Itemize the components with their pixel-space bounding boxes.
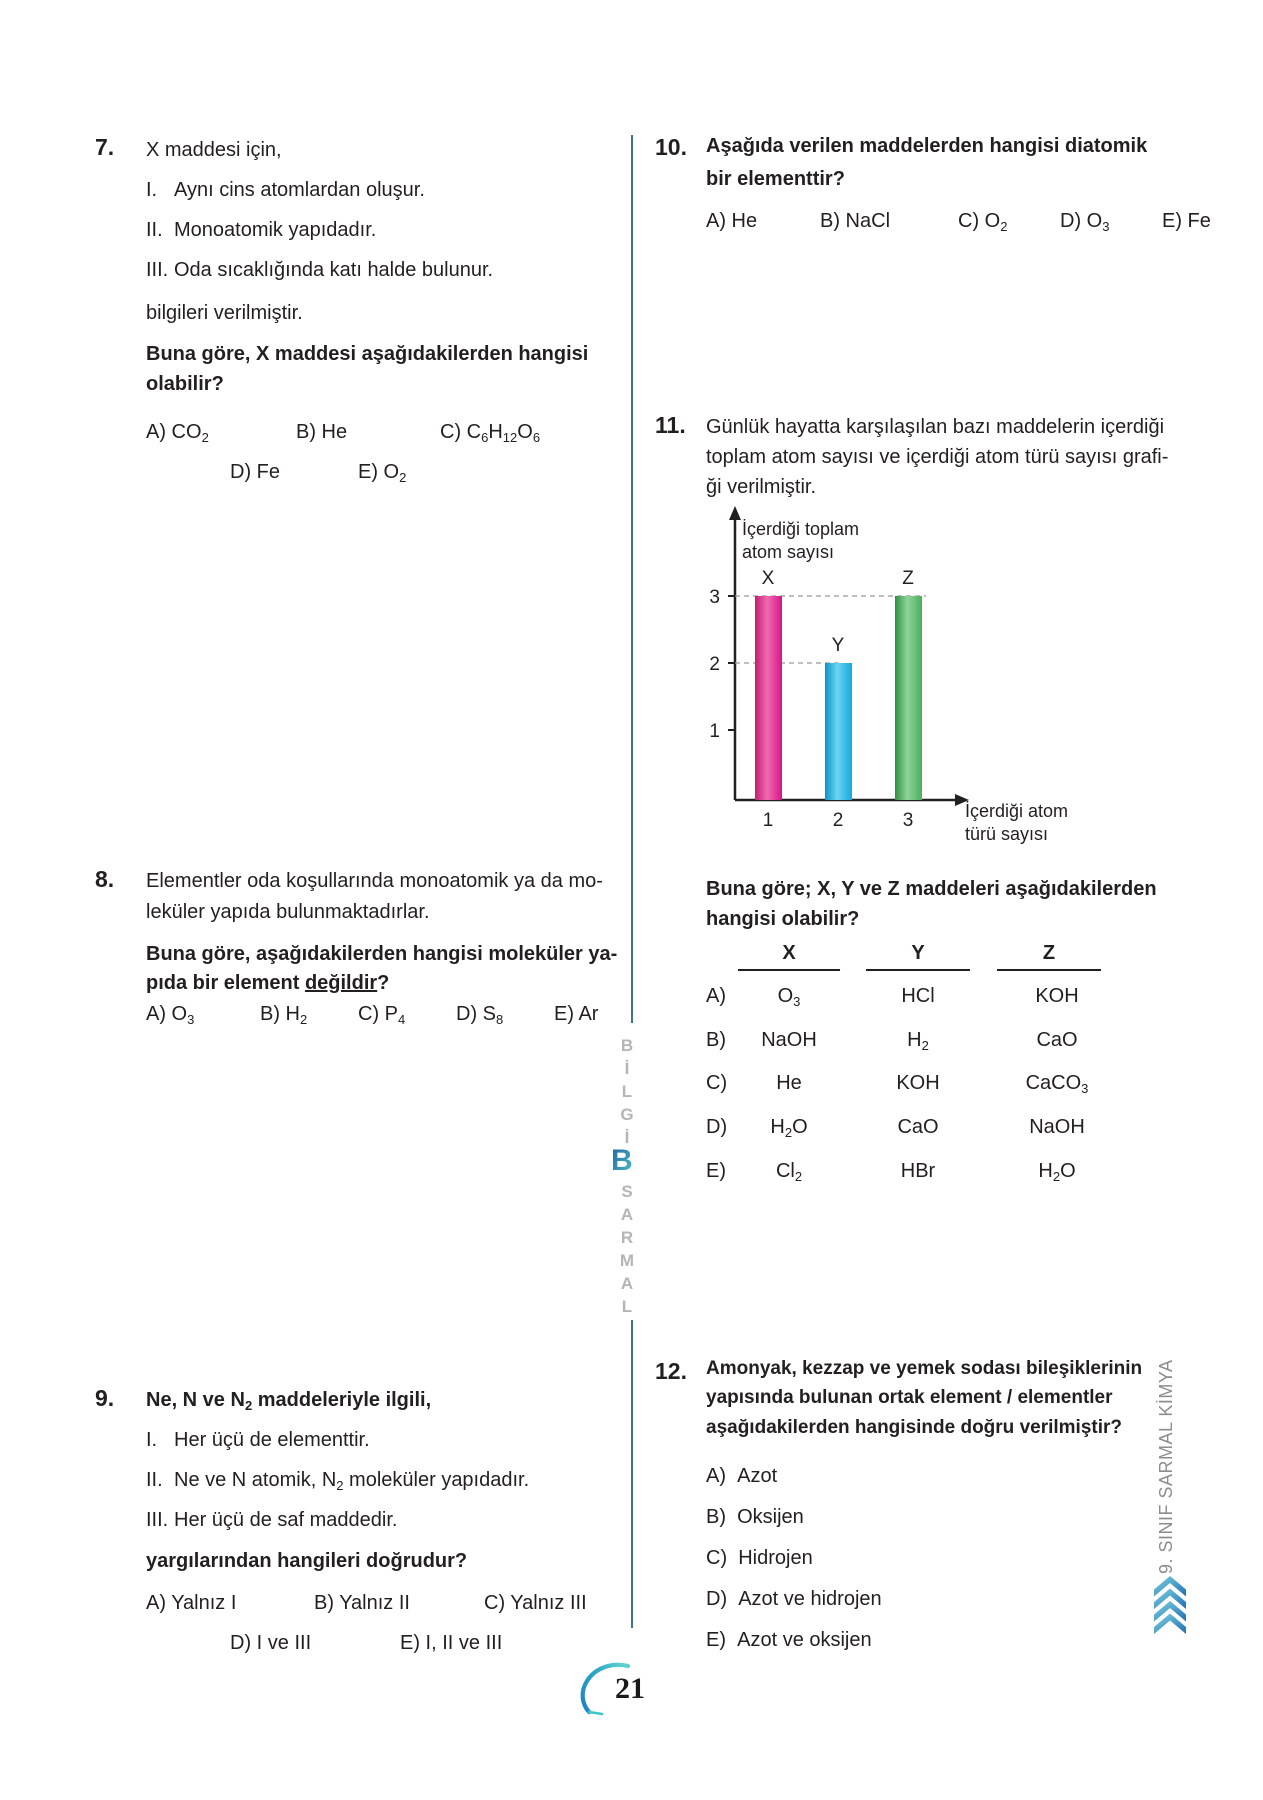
svg-text:1: 1 (709, 721, 720, 742)
svg-text:X: X (762, 568, 775, 589)
svg-text:2: 2 (709, 654, 720, 675)
svg-text:3: 3 (709, 587, 720, 608)
svg-text:1: 1 (763, 810, 774, 831)
svg-text:3: 3 (903, 810, 914, 831)
svg-text:2: 2 (833, 810, 844, 831)
svg-text:Z: Z (902, 568, 914, 589)
svg-text:B: B (611, 1144, 633, 1177)
svg-text:Y: Y (832, 635, 845, 656)
